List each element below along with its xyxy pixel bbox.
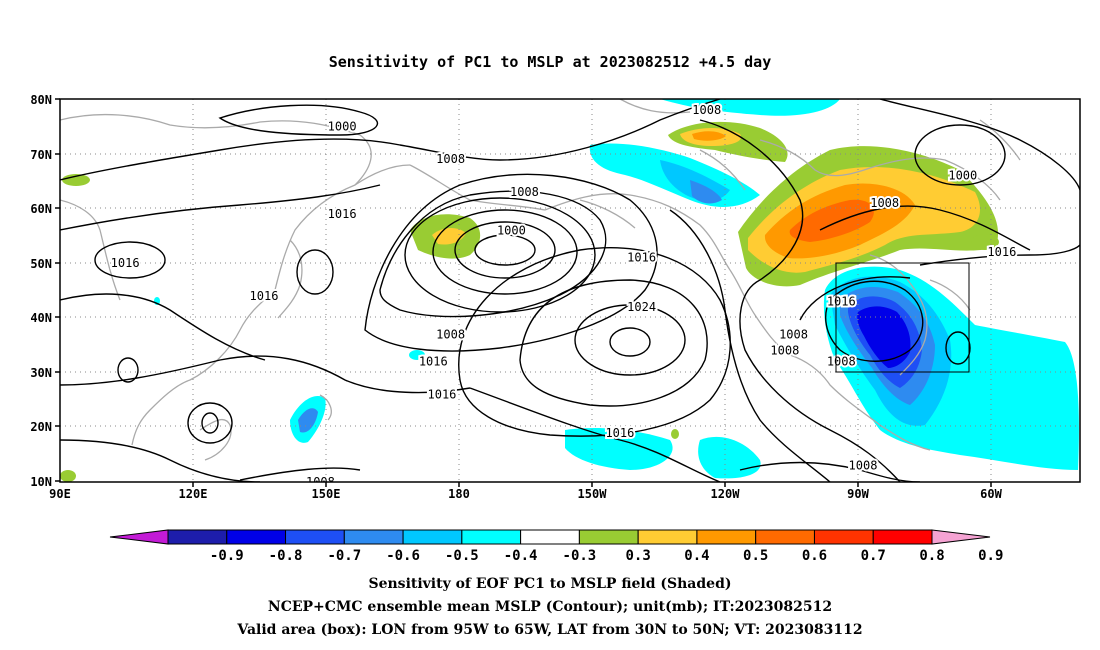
positive-sensitivity-greenland (971, 234, 999, 250)
colorbar-segment (696, 529, 757, 545)
colorbar-segment (285, 529, 345, 545)
colorbar-label: -0.5 (445, 548, 479, 564)
contour-label: 1008 (779, 327, 808, 341)
footer-line-3: Valid area (box): LON from 95W to 65W, L… (236, 622, 862, 638)
colorbar-segment (931, 529, 991, 545)
contour-label: 1008 (849, 459, 878, 473)
contour-label: 1008 (436, 327, 465, 341)
contour-label: 1008 (827, 355, 856, 369)
colorbar-segment (637, 529, 698, 545)
contour-label: 1016 (627, 251, 656, 265)
positive-sensitivity-pacific (671, 429, 679, 439)
lon-tick: 180 (448, 487, 470, 501)
colorbar-segment (813, 529, 874, 545)
contour-label: 1008 (770, 344, 799, 358)
contour-label: 1008 (436, 152, 465, 166)
lon-tick: 90E (49, 487, 71, 501)
lat-tick: 50N (30, 257, 52, 271)
contour-label: 1016 (250, 289, 279, 303)
colorbar-label: -0.4 (504, 548, 538, 564)
colorbar-segment (167, 529, 228, 545)
colorbar-segment (578, 529, 639, 545)
contour-label: 1024 (627, 300, 656, 314)
contour-labels: 1000 1008 1008 1000 1016 1016 1016 1008 1016 1024… (109, 101, 1019, 489)
contour-label: 1008 (870, 196, 899, 210)
lat-tick: 20N (30, 420, 52, 434)
mslp-contours (60, 99, 1080, 482)
contour-label: 1016 (111, 256, 140, 270)
negative-sensitivity-dot (409, 350, 425, 360)
contour-label: 1016 (428, 387, 457, 401)
negative-sensitivity-mexico (698, 436, 761, 479)
colorbar-segment (755, 529, 815, 545)
colorbar-label: -0.3 (563, 548, 597, 564)
colorbar-segment (343, 529, 404, 545)
lon-tick: 90W (847, 487, 869, 501)
lat-axis: 80N 70N 60N 50N 40N 30N 20N 10N (30, 93, 60, 489)
colorbar-label: 0.9 (978, 548, 1003, 564)
negative-sensitivity-west-pacific-2 (298, 408, 318, 433)
lon-tick: 120E (179, 487, 208, 501)
colorbar-segment (872, 529, 933, 545)
lat-tick: 60N (30, 202, 52, 216)
coastlines (60, 99, 1021, 461)
negative-sensitivity-eastern-us-5 (857, 306, 911, 368)
negative-sensitivity-arctic-3 (690, 180, 722, 204)
colorbar-segment (461, 529, 522, 545)
colorbar-label: 0.4 (684, 548, 709, 564)
colorbar-label: 0.7 (861, 548, 886, 564)
footer-line-2: NCEP+CMC ensemble mean MSLP (Contour); u… (268, 599, 832, 615)
contour-label: 1000 (948, 169, 977, 183)
lon-tick: 120W (711, 487, 741, 501)
lat-tick: 40N (30, 311, 52, 325)
contour-label: 1008 (692, 103, 721, 117)
colorbar-label: 0.5 (743, 548, 768, 564)
map-frame (59, 98, 1081, 483)
lat-tick: 30N (30, 366, 52, 380)
negative-sensitivity-top (660, 99, 840, 116)
colorbar-segment (226, 529, 287, 545)
lon-tick: 60W (980, 487, 1002, 501)
contour-label: 1008 (510, 185, 539, 199)
colorbar-label: -0.6 (386, 548, 420, 564)
contour-label: 1000 (328, 119, 357, 133)
lat-tick: 80N (30, 93, 52, 107)
colorbar-segment (402, 529, 463, 545)
contour-label: 1016 (987, 245, 1016, 259)
positive-sensitivity-sw (60, 470, 76, 482)
colorbar-label: -0.7 (327, 548, 361, 564)
contour-label: 1008 (306, 475, 335, 489)
contour-label: 1016 (419, 355, 448, 369)
colorbar-label: -0.8 (269, 548, 303, 564)
colorbar-segment (109, 529, 169, 545)
colorbar-label: 0.6 (802, 548, 827, 564)
contour-label: 1016 (827, 294, 856, 308)
positive-sensitivity-canada-max (789, 199, 874, 242)
lon-tick: 150W (578, 487, 608, 501)
colorbar-label: 0.3 (626, 548, 651, 564)
colorbar-label: 0.8 (919, 548, 944, 564)
colorbar-label: -0.9 (210, 548, 244, 564)
lon-axis: 90E 120E 150E 180 150W 120W 90W 60W (49, 482, 1003, 501)
graticule (60, 99, 1080, 482)
valid-area-box (835, 262, 970, 373)
lat-tick: 10N (30, 475, 52, 489)
contour-label: 1000 (497, 223, 526, 237)
positive-sensitivity-west (62, 174, 90, 186)
contour-label: 1016 (605, 426, 634, 440)
lat-tick: 70N (30, 148, 52, 162)
lon-tick: 150E (312, 487, 341, 501)
colorbar-segment (520, 529, 580, 545)
chart-title: Sensitivity of PC1 to MSLP at 2023082512… (329, 53, 772, 71)
colorbar: -0.9 -0.8 -0.7 -0.6 -0.5 -0.4 -0.3 0.3 0.4 0.5 0.6… (109, 529, 1003, 564)
positive-sensitivity-alaska-inner (692, 131, 726, 141)
contour-label: 1016 (328, 207, 357, 221)
footer-line-1: Sensitivity of EOF PC1 to MSLP field (Sh… (368, 576, 731, 592)
